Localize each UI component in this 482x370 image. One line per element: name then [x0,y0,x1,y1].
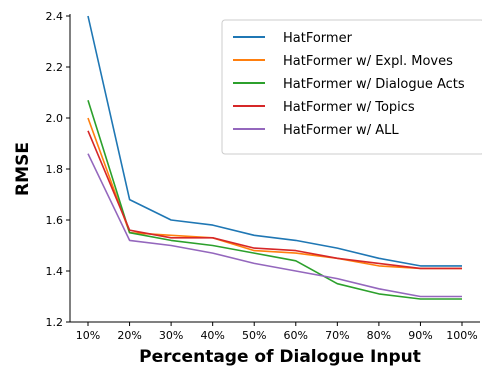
legend-label-2: HatFormer w/ Expl. Moves [283,54,453,69]
x-ticks: 10% 20% 30% 40% 50% 60% 70% 80% 90% 100% [76,322,478,342]
x-axis-label: Percentage of Dialogue Input [139,347,421,367]
series-line-3 [87,99,462,300]
series-line-1 [87,15,462,267]
y-ticks: 1.2 1.4 1.6 1.8 2.0 2.2 2.4 [46,10,70,329]
x-tick-label: 100% [446,329,477,342]
y-tick-label: 2.0 [46,112,64,125]
x-tick-label: 80% [367,329,391,342]
legend-items: HatFormer HatFormer w/ Expl. Moves HatForm… [233,31,465,138]
series-line-4 [87,130,462,270]
series-line-5 [87,153,462,298]
x-tick-label: 50% [242,329,266,342]
x-tick-label: 70% [325,329,349,342]
y-tick-label: 1.2 [46,316,64,329]
x-tick-label: 40% [200,329,224,342]
series-lines [87,15,462,300]
legend-box [221,19,482,155]
legend: HatFormer HatFormer w/ Expl. Moves HatForm… [221,19,482,155]
legend-label-3: HatFormer w/ Dialogue Acts [283,77,465,92]
plot-area: 1.2 1.4 1.6 1.8 2.0 2.2 2.4 10% 20% 30% 40% 50% 60%… [46,10,480,342]
x-tick-label: 90% [408,329,432,342]
y-tick-label: 2.2 [46,61,64,74]
x-tick-label: 30% [159,329,183,342]
legend-label-4: HatFormer w/ Topics [283,100,415,115]
y-tick-label: 2.4 [46,10,64,23]
legend-label-1: HatFormer [283,31,353,46]
y-tick-label: 1.6 [46,214,64,227]
y-axis-label: RMSE [13,142,33,196]
y-tick-label: 1.8 [46,163,64,176]
x-tick-label: 20% [117,329,141,342]
y-tick-label: 1.4 [46,265,64,278]
legend-label-5: HatFormer w/ ALL [283,123,399,138]
x-tick-label: 60% [284,329,308,342]
x-tick-label: 10% [76,329,100,342]
